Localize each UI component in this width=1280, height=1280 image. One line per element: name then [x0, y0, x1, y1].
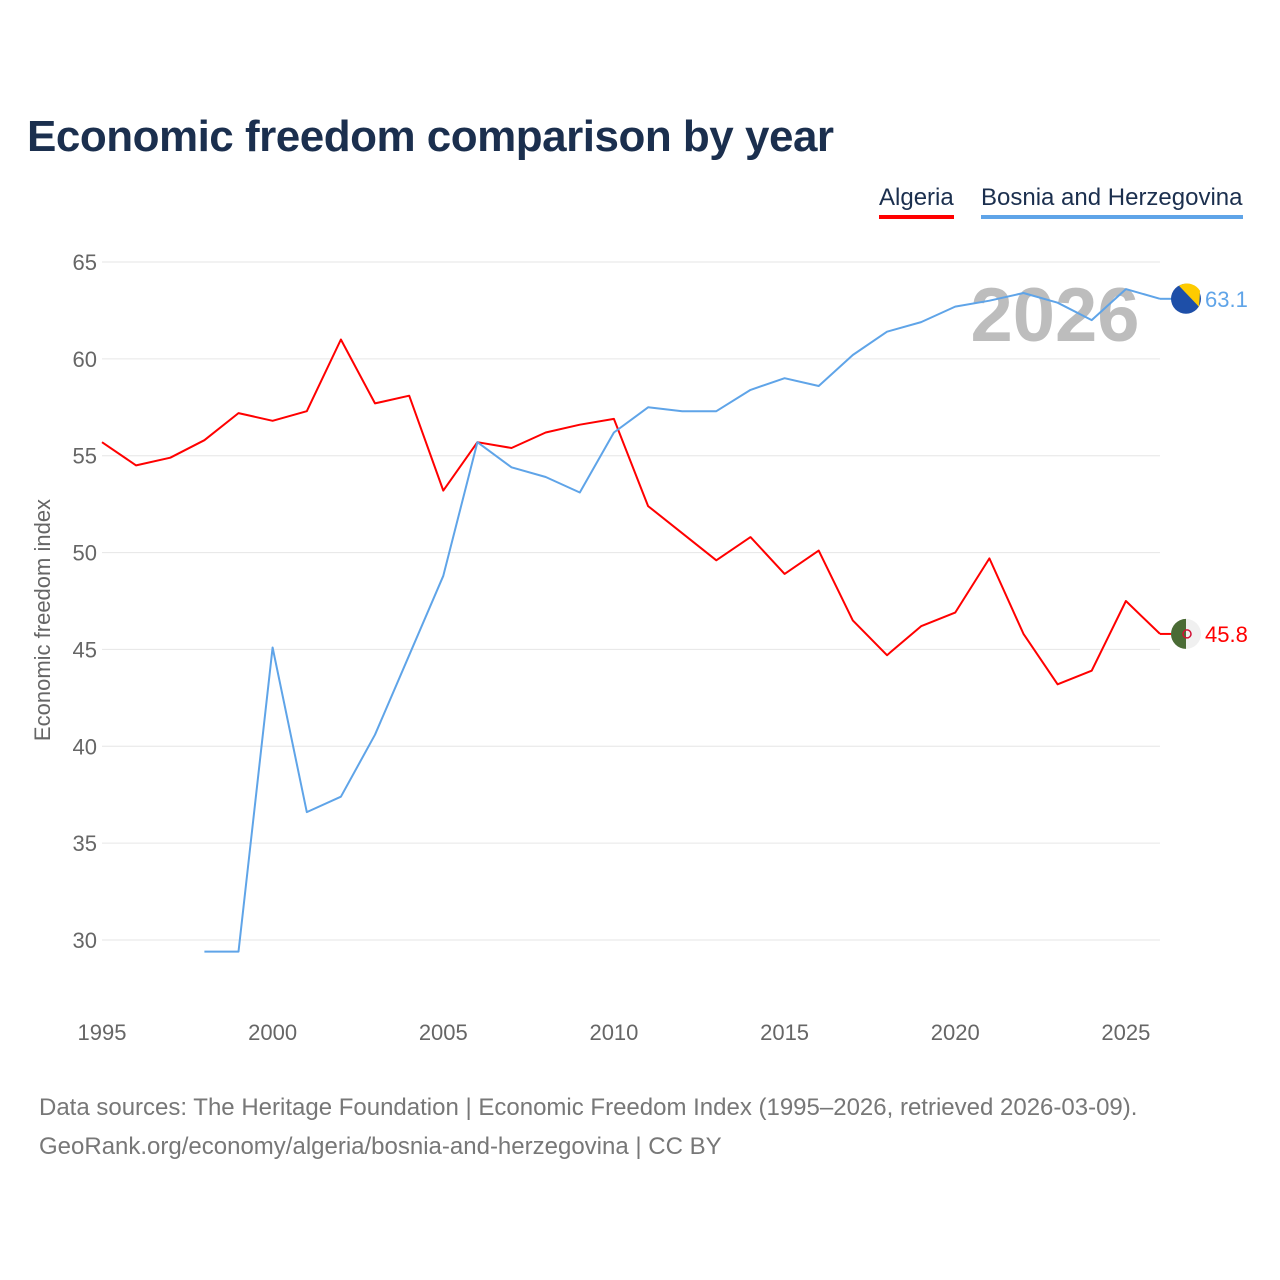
y-tick-label: 35 [73, 831, 97, 856]
y-tick-label: 55 [73, 444, 97, 469]
y-tick-label: 40 [73, 734, 97, 759]
footer: Data sources: The Heritage Foundation | … [39, 1088, 1137, 1166]
x-tick-label: 1995 [78, 1020, 127, 1045]
algeria-flag-icon [1171, 618, 1186, 649]
legend-algeria[interactable]: Algeria [879, 184, 954, 219]
y-tick-label: 60 [73, 347, 97, 372]
x-tick-label: 2000 [248, 1020, 297, 1045]
legend-bosnia[interactable]: Bosnia and Herzegovina [981, 184, 1243, 219]
y-axis-label: Economic freedom index [30, 499, 55, 741]
bosnia-flag-icon [1179, 283, 1200, 307]
chart-title: Economic freedom comparison by year [27, 112, 834, 161]
y-tick-label: 45 [73, 637, 97, 662]
algeria-flag-icon [1182, 629, 1192, 639]
end-value-label: 45.8 [1205, 622, 1248, 647]
y-tick-label: 30 [73, 928, 97, 953]
x-tick-label: 2010 [589, 1020, 638, 1045]
series-line-bosnia [204, 288, 1161, 953]
x-tick-label: 2025 [1101, 1020, 1150, 1045]
series-line-algeria [101, 338, 1161, 686]
year-watermark: 2026 [970, 273, 1139, 358]
footer-sources: Data sources: The Heritage Foundation | … [39, 1094, 1138, 1121]
y-tick-label: 50 [73, 541, 97, 566]
end-value-label: 63.1 [1205, 287, 1248, 312]
y-tick-label: 65 [73, 250, 97, 275]
x-tick-label: 2020 [931, 1020, 980, 1045]
x-tick-label: 2015 [760, 1020, 809, 1045]
footer-link[interactable]: GeoRank.org/economy/algeria/bosnia-and-h… [39, 1133, 722, 1160]
x-tick-label: 2005 [419, 1020, 468, 1045]
